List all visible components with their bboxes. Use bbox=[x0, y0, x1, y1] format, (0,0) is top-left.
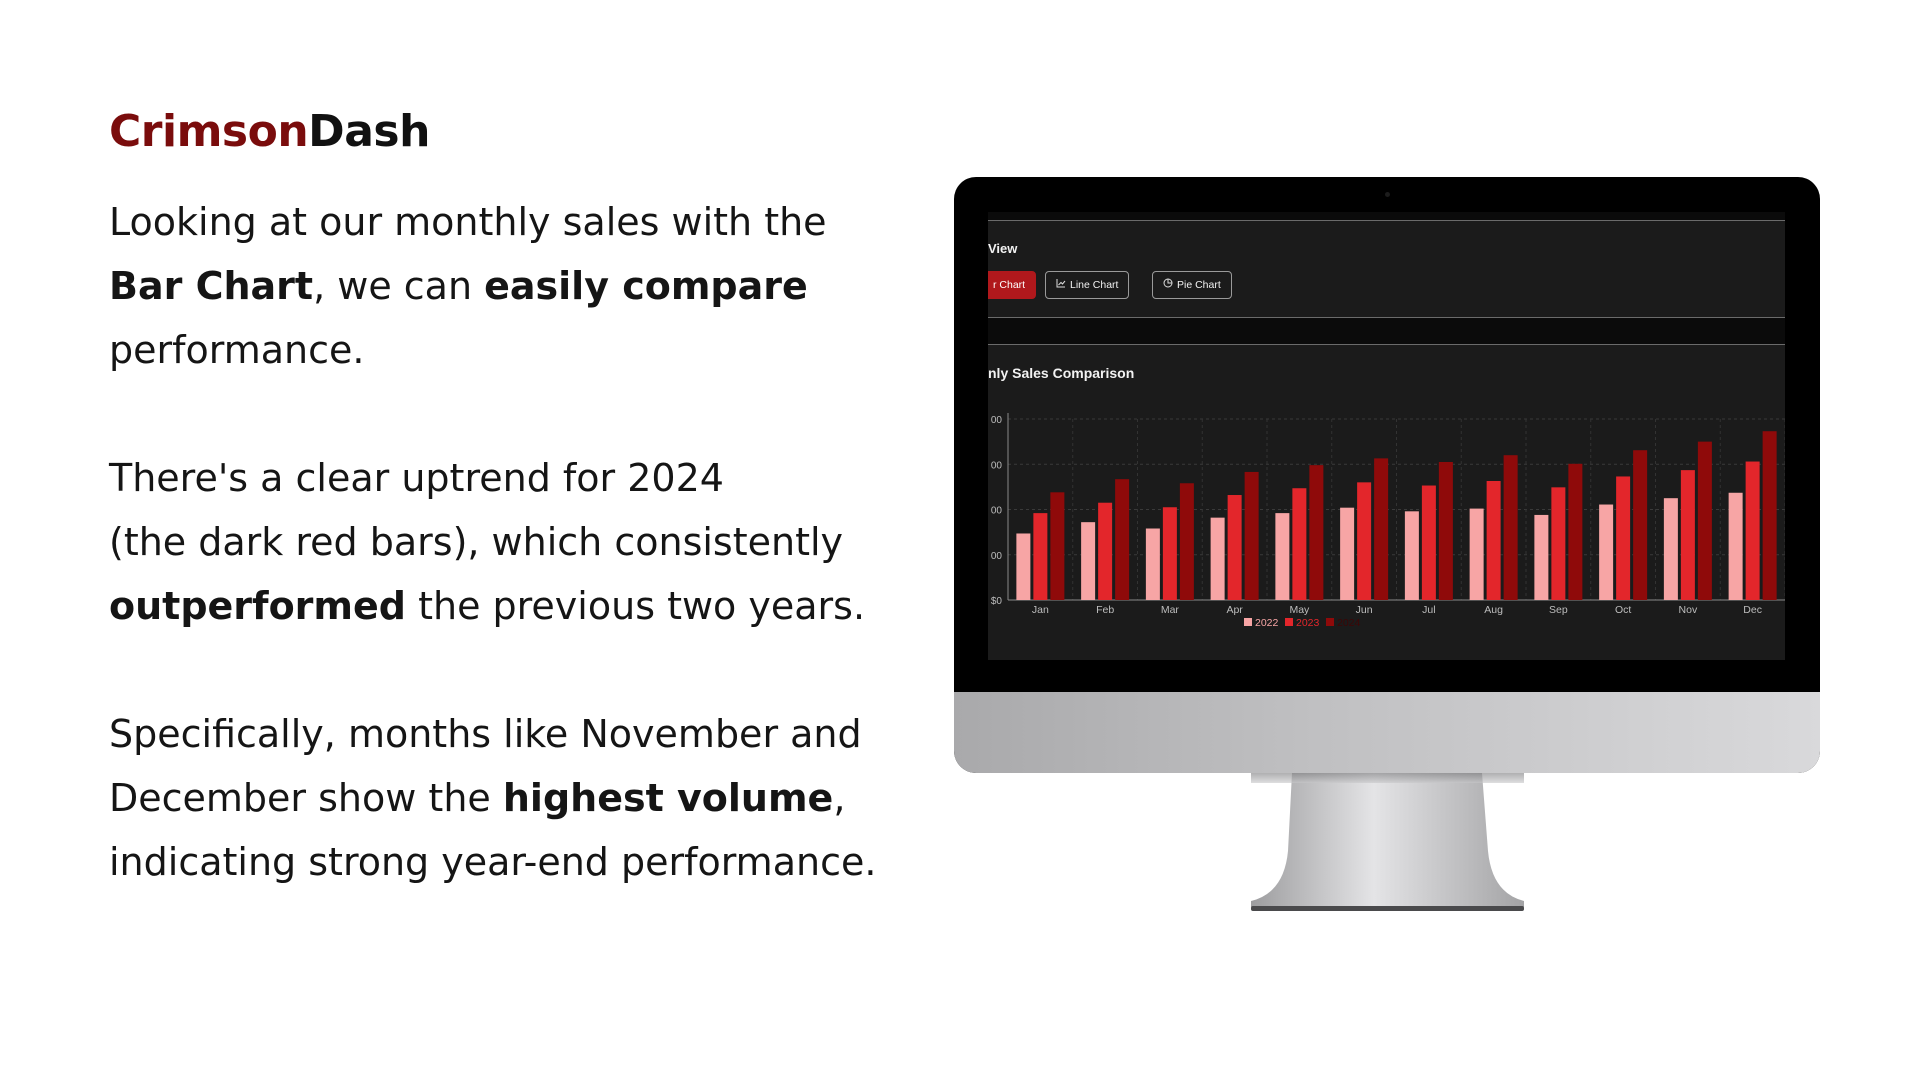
view-title: View bbox=[988, 241, 1018, 256]
pie-chart-icon bbox=[1163, 273, 1177, 299]
text: indicating strong year-end performance. bbox=[109, 840, 877, 884]
bar bbox=[1340, 507, 1355, 600]
legend-label: 2022 bbox=[1255, 617, 1279, 629]
text: , we can bbox=[313, 264, 485, 308]
text: (the dark red bars), which consistently bbox=[109, 520, 844, 564]
y-tick-label: 00 bbox=[991, 506, 1003, 517]
text: There's a clear uptrend for 2024 bbox=[109, 456, 724, 500]
text: Looking at our monthly sales with the bbox=[109, 200, 827, 244]
paragraph-uptrend: There's a clear uptrend for 2024 (the da… bbox=[109, 446, 969, 638]
text: Specifically, months like November and bbox=[109, 712, 862, 756]
y-tick-label: $0 bbox=[991, 596, 1003, 607]
bar bbox=[1292, 488, 1307, 600]
bar bbox=[1438, 461, 1453, 600]
bar-chart-button[interactable]: r Chart bbox=[988, 271, 1037, 299]
monitor: View r Chart Line Chart Pie Chart nly Sa… bbox=[954, 177, 1820, 773]
monitor-stand-graphic bbox=[1251, 773, 1524, 911]
bar bbox=[1762, 431, 1777, 600]
legend-swatch bbox=[1285, 618, 1293, 626]
bar bbox=[1081, 522, 1096, 600]
bar bbox=[1179, 483, 1194, 600]
bar bbox=[1568, 463, 1583, 600]
legend-swatch bbox=[1244, 618, 1252, 626]
bar bbox=[1016, 533, 1031, 600]
camera-dot bbox=[1385, 192, 1390, 197]
chart-title: nly Sales Comparison bbox=[988, 365, 1135, 381]
bar-chart-button-label: r Chart bbox=[993, 279, 1026, 291]
bar bbox=[1663, 498, 1678, 600]
text: December show the bbox=[109, 776, 503, 820]
emphasis: easily compare bbox=[484, 264, 808, 308]
legend-label: 2024 bbox=[1337, 617, 1361, 629]
emphasis: Bar Chart bbox=[109, 264, 314, 308]
x-tick-label: Apr bbox=[1226, 604, 1243, 616]
bar bbox=[1115, 479, 1130, 600]
bar bbox=[1145, 528, 1160, 600]
bar bbox=[1616, 476, 1631, 600]
x-tick-label: Aug bbox=[1484, 604, 1503, 616]
x-tick-label: Dec bbox=[1743, 604, 1762, 616]
bar bbox=[1210, 517, 1225, 600]
bar bbox=[1503, 455, 1518, 600]
text: the previous two years. bbox=[406, 584, 866, 628]
bar bbox=[1404, 511, 1419, 600]
bar bbox=[1227, 495, 1242, 600]
y-tick-label: 00 bbox=[991, 460, 1003, 471]
bar bbox=[1374, 458, 1389, 600]
view-panel: View r Chart Line Chart Pie Chart bbox=[988, 220, 1785, 318]
brand-logo: CrimsonDash bbox=[109, 106, 430, 157]
bar bbox=[1551, 487, 1566, 600]
sales-bar-chart: 00 00 00 00 $0 Jan Feb Mar Apr May Jun Jul Aug Sep Oct… bbox=[991, 413, 1785, 629]
line-chart-button[interactable]: Line Chart bbox=[1045, 271, 1130, 299]
line-chart-icon bbox=[1056, 273, 1070, 299]
legend-swatch bbox=[1326, 618, 1334, 626]
bar bbox=[1162, 507, 1177, 600]
bar bbox=[1486, 480, 1501, 600]
bar bbox=[1275, 513, 1290, 600]
bar bbox=[1697, 441, 1712, 600]
emphasis: outperformed bbox=[109, 584, 406, 628]
text: , bbox=[833, 776, 846, 820]
x-tick-label: Feb bbox=[1096, 604, 1114, 616]
monitor-chin bbox=[954, 692, 1820, 773]
chart-panel: nly Sales Comparison 00 00 00 00 $0 Jan Feb Mar… bbox=[988, 344, 1785, 660]
x-tick-label: Jan bbox=[1032, 604, 1049, 616]
pie-chart-button[interactable]: Pie Chart bbox=[1152, 271, 1232, 299]
pie-chart-button-label: Pie Chart bbox=[1177, 279, 1221, 291]
bar bbox=[1357, 482, 1372, 600]
y-tick-label: 00 bbox=[991, 551, 1003, 562]
bar bbox=[1421, 485, 1436, 600]
x-tick-label: Nov bbox=[1679, 604, 1698, 616]
x-tick-label: Mar bbox=[1161, 604, 1180, 616]
bar bbox=[1680, 470, 1695, 600]
x-tick-label: Oct bbox=[1615, 604, 1631, 616]
text: performance. bbox=[109, 328, 365, 372]
bar bbox=[1534, 514, 1549, 600]
y-tick-label: 00 bbox=[991, 415, 1003, 426]
brand-part-crimson: Crimson bbox=[109, 106, 309, 157]
bar bbox=[1599, 504, 1614, 600]
emphasis: highest volume bbox=[502, 776, 834, 820]
x-tick-label: Jul bbox=[1422, 604, 1435, 616]
bar bbox=[1633, 450, 1648, 600]
bar bbox=[1098, 502, 1113, 600]
bar bbox=[1033, 513, 1048, 600]
bar bbox=[1050, 492, 1065, 600]
bar bbox=[1469, 508, 1484, 600]
x-tick-label: Jun bbox=[1356, 604, 1373, 616]
bar bbox=[1244, 471, 1259, 600]
monitor-screen: View r Chart Line Chart Pie Chart nly Sa… bbox=[988, 212, 1785, 660]
bar bbox=[1309, 465, 1324, 600]
legend-label: 2023 bbox=[1296, 617, 1320, 629]
x-tick-label: Sep bbox=[1549, 604, 1568, 616]
line-chart-button-label: Line Chart bbox=[1070, 279, 1119, 291]
paragraph-year-end: Specifically, months like November and D… bbox=[109, 702, 969, 894]
bar bbox=[1745, 461, 1760, 600]
x-tick-label: May bbox=[1289, 604, 1310, 616]
paragraph-bar-chart: Looking at our monthly sales with the Ba… bbox=[109, 190, 969, 382]
description-copy: Looking at our monthly sales with the Ba… bbox=[109, 190, 969, 894]
bar bbox=[1728, 492, 1743, 600]
brand-part-dash: Dash bbox=[308, 106, 430, 157]
